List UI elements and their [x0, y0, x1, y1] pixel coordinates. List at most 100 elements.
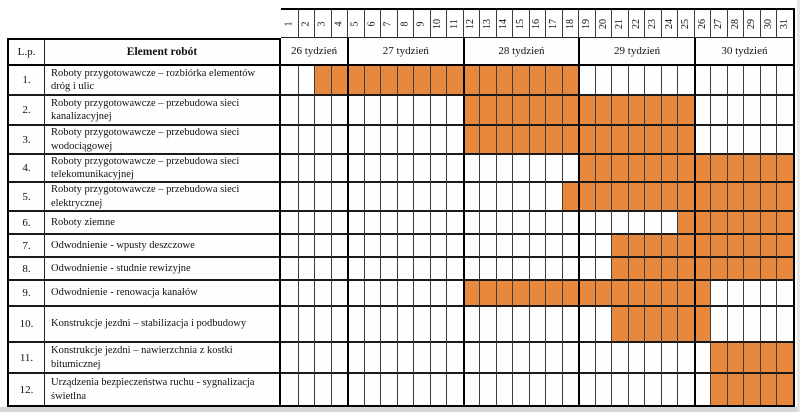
gantt-bar-cell	[726, 374, 744, 405]
gantt-empty-cell	[743, 307, 760, 343]
day-header-cell: 18	[561, 8, 579, 38]
gantt-empty-cell	[594, 343, 612, 374]
gantt-bar-cell	[677, 258, 694, 281]
gantt-empty-cell	[462, 343, 480, 374]
gantt-bar-cell	[726, 212, 744, 235]
day-header-cell-label: 2	[300, 21, 312, 26]
gantt-bar-cell	[578, 96, 595, 126]
gantt-bar-cell	[710, 212, 727, 235]
gantt-bar-cell	[693, 212, 711, 235]
gantt-empty-cell	[330, 374, 348, 405]
gantt-empty-cell	[594, 258, 612, 281]
gantt-bar-cell	[462, 126, 480, 155]
gantt-empty-cell	[611, 212, 628, 235]
day-header-cell: 20	[594, 8, 612, 38]
day-header-cell-label: 29	[746, 18, 758, 29]
gantt-bar-cell	[660, 155, 678, 183]
gantt-bar-cell	[545, 126, 562, 155]
gantt-empty-cell	[380, 212, 397, 235]
gantt-empty-cell	[660, 212, 678, 235]
gantt-bar-cell	[726, 343, 744, 374]
gantt-bar-cell	[693, 183, 711, 212]
day-header-cell-label: 30	[762, 18, 774, 29]
gantt-empty-cell	[479, 183, 496, 212]
gantt-bar-cell	[710, 258, 727, 281]
gantt-empty-cell	[314, 258, 331, 281]
day-header-cell: 21	[611, 8, 628, 38]
task-name-cell: Odwodnienie - wpusty deszczowe	[45, 235, 281, 258]
gantt-empty-cell	[578, 258, 595, 281]
gantt-bar-cell	[528, 66, 546, 96]
row-number-cell: 8.	[7, 258, 45, 281]
gantt-empty-cell	[677, 66, 694, 96]
day-header-cell: 11	[446, 8, 463, 38]
gantt-empty-cell	[710, 96, 727, 126]
gantt-empty-cell	[512, 155, 529, 183]
gantt-bar-cell	[743, 212, 760, 235]
gantt-empty-cell	[462, 183, 480, 212]
task-name-cell-label: Roboty przygotowawcze – przebudowa sieci…	[51, 155, 240, 180]
gantt-bar-cell	[479, 126, 496, 155]
day-header-cell-label: 28	[729, 18, 741, 29]
task-name-cell-label: Odwodnienie - wpusty deszczowe	[51, 239, 195, 251]
day-header-cell: 6	[363, 8, 381, 38]
gantt-empty-cell	[528, 155, 546, 183]
day-header-cell-label: 8	[399, 21, 411, 26]
gantt-empty-cell	[347, 183, 364, 212]
gantt-empty-cell	[297, 235, 315, 258]
day-header-cell: 5	[347, 8, 364, 38]
week-header-cell: 27 tydzień	[347, 38, 463, 66]
gantt-empty-cell	[578, 66, 595, 96]
day-header-cell-label: 15	[514, 18, 526, 29]
day-header-cell: 27	[710, 8, 727, 38]
gantt-empty-cell	[330, 96, 348, 126]
gantt-empty-cell	[462, 374, 480, 405]
gantt-empty-cell	[594, 66, 612, 96]
week-header-cell: 28 tydzień	[462, 38, 579, 66]
gantt-empty-cell	[594, 235, 612, 258]
gantt-empty-cell	[578, 374, 595, 405]
week-header-cell-label: 29 tydzień	[614, 45, 661, 57]
gantt-bar-cell	[495, 126, 513, 155]
gantt-empty-cell	[347, 212, 364, 235]
day-header-cell: 9	[413, 8, 430, 38]
gantt-empty-cell	[479, 235, 496, 258]
gantt-bar-cell	[528, 281, 546, 307]
gantt-empty-cell	[545, 307, 562, 343]
gantt-empty-cell	[396, 235, 414, 258]
gantt-bar-cell	[677, 96, 694, 126]
gantt-bar-cell	[776, 183, 793, 212]
gantt-bar-cell	[726, 258, 744, 281]
gantt-bar-cell	[660, 281, 678, 307]
gantt-bar-cell	[495, 66, 513, 96]
gantt-bar-cell	[693, 258, 711, 281]
gantt-empty-cell	[594, 307, 612, 343]
gantt-bar-cell	[578, 155, 595, 183]
day-header-cell: 16	[528, 8, 546, 38]
gantt-bar-cell	[545, 281, 562, 307]
day-header-cell-label: 1	[283, 21, 295, 26]
gantt-bar-cell	[644, 258, 661, 281]
gantt-empty-cell	[594, 212, 612, 235]
row-number-cell: 2.	[7, 96, 45, 126]
task-name-cell: Roboty ziemne	[45, 212, 281, 235]
day-header-cell-label: 18	[564, 18, 576, 29]
gantt-empty-cell	[413, 307, 430, 343]
gantt-empty-cell	[462, 235, 480, 258]
gantt-empty-cell	[759, 281, 777, 307]
gantt-empty-cell	[578, 235, 595, 258]
gantt-bar-cell	[776, 235, 793, 258]
day-header-cell-label: 9	[415, 21, 427, 26]
task-name-cell: Urządzenia bezpieczeństwa ruchu - sygnal…	[45, 374, 281, 405]
gantt-empty-cell	[627, 374, 645, 405]
gantt-empty-cell	[347, 258, 364, 281]
gantt-empty-cell	[363, 281, 381, 307]
gantt-empty-cell	[396, 307, 414, 343]
gantt-bar-cell	[677, 281, 694, 307]
gantt-empty-cell	[512, 374, 529, 405]
gantt-empty-cell	[495, 212, 513, 235]
gantt-empty-cell	[446, 126, 463, 155]
gantt-bar-cell	[363, 66, 381, 96]
gantt-empty-cell	[512, 258, 529, 281]
row-number-cell-label: 4.	[22, 162, 31, 174]
